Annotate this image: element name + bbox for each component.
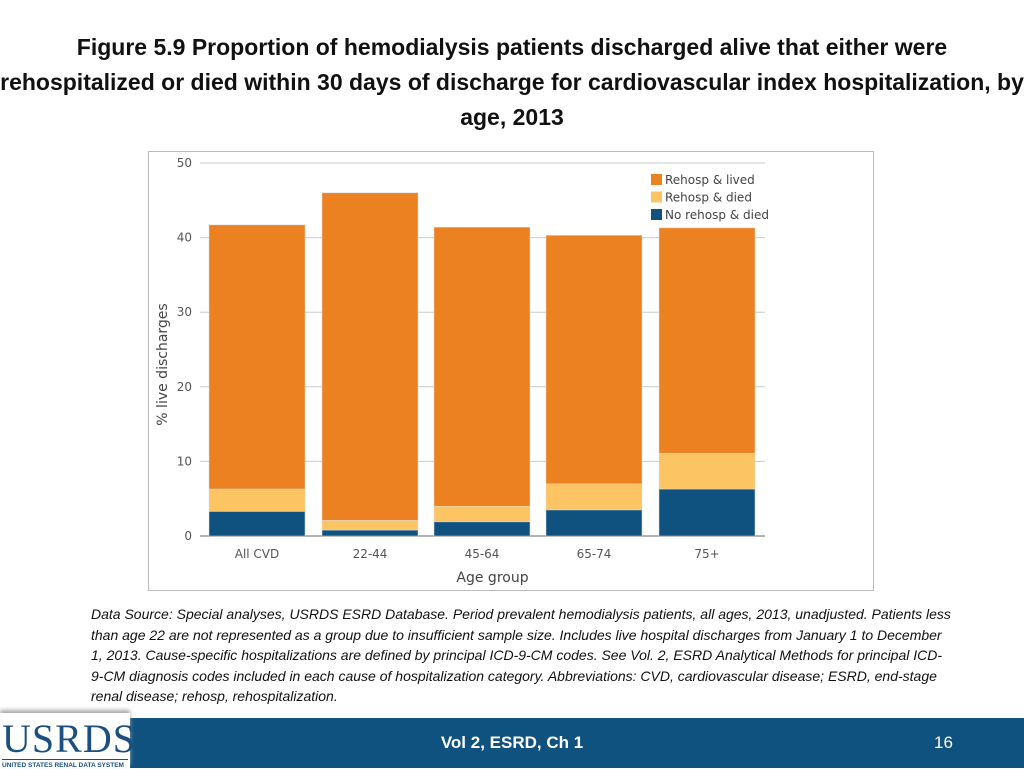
x-tick-label: 22-44 [353,547,388,561]
bar-segment [208,488,306,512]
y-tick-label: 20 [177,380,192,394]
bar-segment [658,227,756,454]
y-tick-label: 50 [177,156,192,170]
footer-volume-label: Vol 2, ESRD, Ch 1 [440,733,584,752]
logo-text: USRDS [2,716,136,761]
x-axis-label: Age group [456,570,528,586]
bar-segment [545,235,643,485]
legend-label: Rehosp & lived [665,173,755,187]
chart-frame [148,151,874,591]
bar-segment [321,529,419,537]
legend-swatch [651,209,662,220]
y-tick-label: 0 [184,529,192,543]
bar-segment [658,488,756,537]
bar-segment [321,192,419,521]
bar-segment [208,511,306,537]
y-tick-label: 40 [177,231,192,245]
figure-title: Figure 5.9 Proportion of hemodialysis pa… [0,34,1024,130]
bar-segment [208,224,306,490]
logo-subtext: UNITED STATES RENAL DATA SYSTEM [2,762,124,769]
bar-segment [658,452,756,490]
stacked-bar-chart: 0 10 20 30 40 50 All CVD 22-44 45-64 65-74 75+ Age … [155,156,769,586]
legend-swatch [651,174,662,185]
y-tick-label: 30 [177,305,192,319]
bar-segment [545,509,643,537]
x-tick-label: 65-74 [577,547,612,561]
bar-segment [433,505,531,523]
y-axis-label: % live discharges [155,303,171,425]
y-tick-label: 10 [177,454,192,468]
legend-label: Rehosp & died [665,191,752,205]
bar-segment [545,483,643,511]
footer-bar [0,718,1024,768]
bar-segment [433,521,531,537]
legend-swatch [651,191,662,203]
page-number: 16 [934,733,953,752]
bar-segment [321,520,419,531]
usrds-logo: USRDS UNITED STATES RENAL DATA SYSTEM [0,713,135,769]
x-tick-label: All CVD [235,547,280,561]
data-source-notes: Data Source: Special analyses, USRDS ESR… [91,606,951,704]
logo-divider [2,759,128,760]
x-tick-label: 75+ [694,547,719,561]
bar-segment [433,226,531,507]
x-tick-label: 45-64 [465,547,500,561]
legend-label: No rehosp & died [665,208,769,222]
